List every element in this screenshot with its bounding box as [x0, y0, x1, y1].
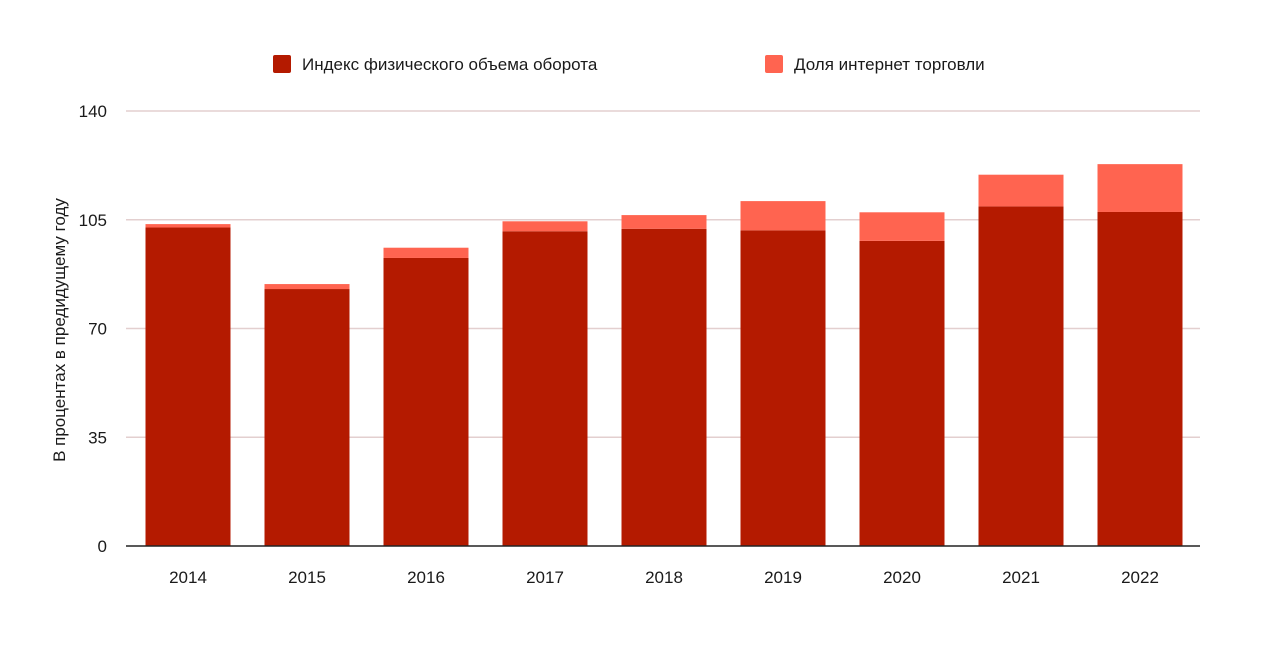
bar-online-share-2019 [740, 201, 826, 231]
legend-swatch [765, 55, 783, 73]
x-axis-ticks: 2014 2015 2016 2017 2018 2019 2020 2021 2022 [169, 568, 1159, 587]
bar-index-2017 [502, 231, 588, 546]
bar-online-share-2015 [264, 284, 350, 290]
bar-online-share-2017 [502, 221, 588, 232]
bar-index-2019 [740, 230, 826, 547]
y-tick-label: 70 [88, 320, 107, 339]
x-tick-label: 2014 [169, 568, 207, 587]
x-tick-label: 2021 [1002, 568, 1040, 587]
bar-index-2018 [621, 228, 707, 546]
y-tick-label: 105 [79, 211, 107, 230]
bars [145, 164, 1183, 547]
legend-label: Индекс физического объема оборота [302, 55, 598, 74]
y-tick-label: 0 [98, 537, 107, 556]
legend-label: Доля интернет торговли [794, 55, 985, 74]
y-tick-label: 140 [79, 102, 107, 121]
x-tick-label: 2017 [526, 568, 564, 587]
bar-online-share-2022 [1097, 164, 1183, 212]
y-tick-label: 35 [88, 428, 107, 447]
bar-index-2015 [264, 289, 350, 546]
bar-index-2022 [1097, 211, 1183, 546]
bar-online-share-2018 [621, 215, 707, 229]
bar-index-2014 [145, 227, 231, 546]
bar-online-share-2014 [145, 224, 231, 228]
y-axis-label: В процентах в предидущему году [50, 198, 69, 462]
x-tick-label: 2019 [764, 568, 802, 587]
bar-index-2020 [859, 240, 945, 546]
x-tick-label: 2022 [1121, 568, 1159, 587]
x-tick-label: 2016 [407, 568, 445, 587]
bar-index-2016 [383, 257, 469, 546]
x-tick-label: 2018 [645, 568, 683, 587]
x-tick-label: 2020 [883, 568, 921, 587]
bar-index-2021 [978, 206, 1064, 546]
chart-legend: Индекс физического объема оборота Доля ин… [273, 55, 985, 74]
bar-online-share-2016 [383, 247, 469, 258]
x-tick-label: 2015 [288, 568, 326, 587]
y-axis-ticks: 0 35 70 105 140 [79, 102, 107, 556]
bar-online-share-2021 [978, 174, 1064, 207]
legend-swatch [273, 55, 291, 73]
bar-online-share-2020 [859, 212, 945, 241]
